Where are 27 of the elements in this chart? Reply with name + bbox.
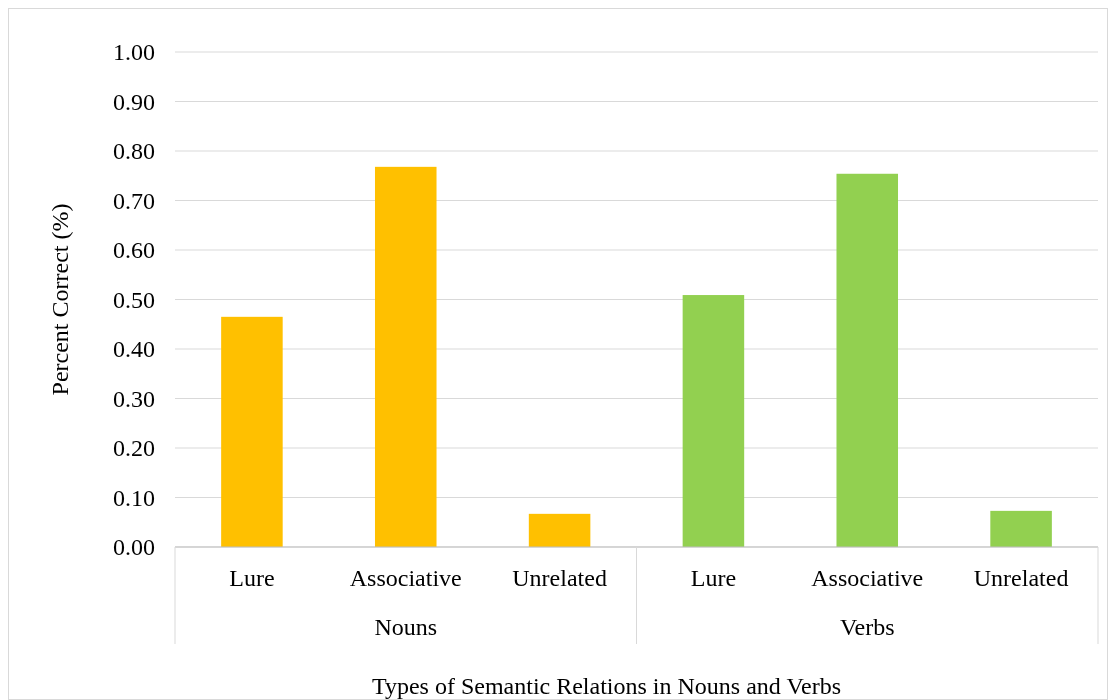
y-tick-label: 0.60 [113,237,155,264]
y-tick-label: 0.10 [113,484,155,511]
y-tick-label: 0.50 [113,286,155,313]
bar [682,295,745,547]
x-tick-label: Lure [229,565,275,591]
bar [221,316,283,547]
bar [836,173,899,547]
y-tick-label: 0.20 [113,435,155,462]
y-tick-label: 0.80 [113,138,155,165]
x-tick-label: Unrelated [973,565,1069,591]
y-tick-label: 0.30 [113,385,155,412]
x-tick-label: Lure [690,565,737,591]
x-tick-label: Associative [811,565,924,591]
text: Nouns [374,614,438,640]
y-tick-label: 0.70 [113,187,155,214]
bar [374,166,437,547]
x-axis-title: Types of Semantic Relations in Nouns and Verbs [371,673,842,699]
x-tick-label: Unrelated [512,565,607,591]
y-tick-label: 0.40 [113,336,155,363]
y-tick-label: 0.00 [113,534,155,561]
bar [990,510,1052,547]
bar [528,513,591,547]
y-tick-label: 1.00 [113,39,155,66]
y-axis-title: Percent Correct (%) [47,203,73,396]
x-tick-label: Associative [349,565,462,591]
text: Verbs [839,614,895,640]
y-tick-label: 0.90 [113,88,155,115]
